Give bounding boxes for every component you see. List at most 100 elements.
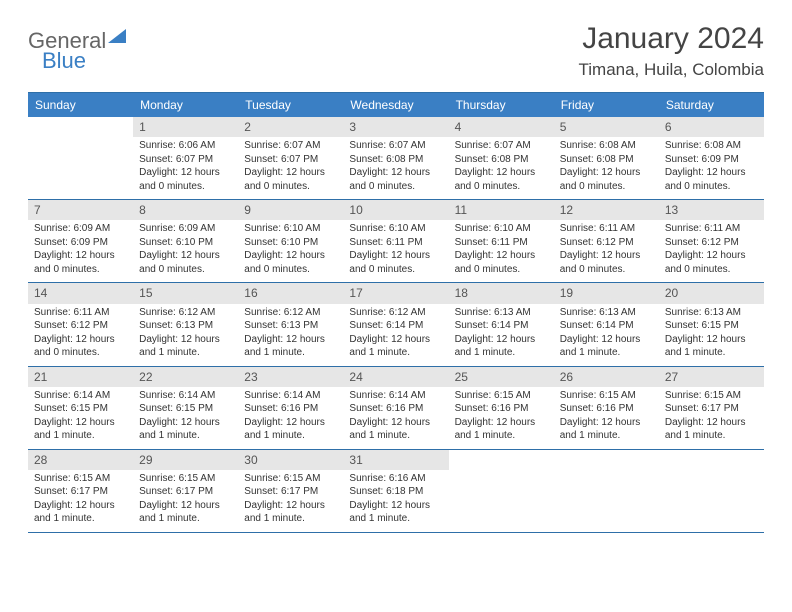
day-body: Sunrise: 6:07 AMSunset: 6:08 PMDaylight:… xyxy=(343,137,448,199)
sunrise-text: Sunrise: 6:11 AM xyxy=(34,306,127,320)
day-body xyxy=(554,454,659,516)
day-number: 7 xyxy=(28,200,133,220)
daylight-text: Daylight: 12 hours and 0 minutes. xyxy=(244,249,337,276)
sunrise-text: Sunrise: 6:07 AM xyxy=(244,139,337,153)
calendar-cell: 29Sunrise: 6:15 AMSunset: 6:17 PMDayligh… xyxy=(133,449,238,532)
daylight-text: Daylight: 12 hours and 1 minute. xyxy=(244,499,337,526)
sunset-text: Sunset: 6:18 PM xyxy=(349,485,442,499)
sunset-text: Sunset: 6:14 PM xyxy=(349,319,442,333)
day-number: 12 xyxy=(554,200,659,220)
day-body: Sunrise: 6:10 AMSunset: 6:11 PMDaylight:… xyxy=(449,220,554,282)
day-body: Sunrise: 6:15 AMSunset: 6:17 PMDaylight:… xyxy=(133,470,238,532)
daylight-text: Daylight: 12 hours and 1 minute. xyxy=(139,416,232,443)
sunrise-text: Sunrise: 6:08 AM xyxy=(560,139,653,153)
dow-row: Sunday Monday Tuesday Wednesday Thursday… xyxy=(28,93,764,118)
sunset-text: Sunset: 6:08 PM xyxy=(455,153,548,167)
sunset-text: Sunset: 6:17 PM xyxy=(34,485,127,499)
sunrise-text: Sunrise: 6:13 AM xyxy=(665,306,758,320)
calendar-cell: 30Sunrise: 6:15 AMSunset: 6:17 PMDayligh… xyxy=(238,449,343,532)
calendar-cell: 20Sunrise: 6:13 AMSunset: 6:15 PMDayligh… xyxy=(659,283,764,366)
location-subtitle: Timana, Huila, Colombia xyxy=(579,60,765,80)
day-number: 28 xyxy=(28,450,133,470)
sunrise-text: Sunrise: 6:08 AM xyxy=(665,139,758,153)
calendar-cell: 2Sunrise: 6:07 AMSunset: 6:07 PMDaylight… xyxy=(238,117,343,200)
calendar-cell xyxy=(28,117,133,200)
dow-tuesday: Tuesday xyxy=(238,93,343,118)
sunset-text: Sunset: 6:17 PM xyxy=(139,485,232,499)
day-number: 1 xyxy=(133,117,238,137)
dow-sunday: Sunday xyxy=(28,93,133,118)
title-block: January 2024 Timana, Huila, Colombia xyxy=(579,22,765,80)
daylight-text: Daylight: 12 hours and 0 minutes. xyxy=(455,166,548,193)
sunset-text: Sunset: 6:15 PM xyxy=(34,402,127,416)
day-body: Sunrise: 6:15 AMSunset: 6:17 PMDaylight:… xyxy=(238,470,343,532)
day-body: Sunrise: 6:09 AMSunset: 6:10 PMDaylight:… xyxy=(133,220,238,282)
sunset-text: Sunset: 6:15 PM xyxy=(665,319,758,333)
daylight-text: Daylight: 12 hours and 1 minute. xyxy=(244,416,337,443)
day-number: 2 xyxy=(238,117,343,137)
sunset-text: Sunset: 6:12 PM xyxy=(665,236,758,250)
calendar-cell xyxy=(659,449,764,532)
calendar-week: 21Sunrise: 6:14 AMSunset: 6:15 PMDayligh… xyxy=(28,366,764,449)
calendar-cell: 18Sunrise: 6:13 AMSunset: 6:14 PMDayligh… xyxy=(449,283,554,366)
sunset-text: Sunset: 6:10 PM xyxy=(244,236,337,250)
sunset-text: Sunset: 6:16 PM xyxy=(349,402,442,416)
calendar-table: Sunday Monday Tuesday Wednesday Thursday… xyxy=(28,92,764,533)
day-number: 22 xyxy=(133,367,238,387)
daylight-text: Daylight: 12 hours and 0 minutes. xyxy=(139,166,232,193)
month-title: January 2024 xyxy=(579,22,765,56)
calendar-cell: 23 Sunrise: 6:14 AMSunset: 6:16 PMDayligh… xyxy=(238,366,343,449)
day-number: 8 xyxy=(133,200,238,220)
calendar-cell: 27Sunrise: 6:15 AMSunset: 6:17 PMDayligh… xyxy=(659,366,764,449)
calendar-cell: 19Sunrise: 6:13 AMSunset: 6:14 PMDayligh… xyxy=(554,283,659,366)
calendar-cell: 22Sunrise: 6:14 AMSunset: 6:15 PMDayligh… xyxy=(133,366,238,449)
day-number: 21 xyxy=(28,367,133,387)
sunrise-text: Sunrise: 6:12 AM xyxy=(139,306,232,320)
calendar-cell: 28Sunrise: 6:15 AMSunset: 6:17 PMDayligh… xyxy=(28,449,133,532)
sunrise-text: Sunrise: 6:15 AM xyxy=(34,472,127,486)
daylight-text: Daylight: 12 hours and 1 minute. xyxy=(560,333,653,360)
sunset-text: Sunset: 6:15 PM xyxy=(139,402,232,416)
daylight-text: Daylight: 12 hours and 1 minute. xyxy=(349,416,442,443)
day-body: Sunrise: 6:15 AMSunset: 6:16 PMDaylight:… xyxy=(449,387,554,449)
daylight-text: Daylight: 12 hours and 1 minute. xyxy=(349,499,442,526)
calendar-cell: 21Sunrise: 6:14 AMSunset: 6:15 PMDayligh… xyxy=(28,366,133,449)
sunset-text: Sunset: 6:07 PM xyxy=(139,153,232,167)
daylight-text: Daylight: 12 hours and 1 minute. xyxy=(139,499,232,526)
sunset-text: Sunset: 6:17 PM xyxy=(244,485,337,499)
sunrise-text: Sunrise: 6:09 AM xyxy=(34,222,127,236)
sunset-text: Sunset: 6:13 PM xyxy=(139,319,232,333)
sunrise-text: Sunrise: 6:14 AM xyxy=(139,389,232,403)
day-body: Sunrise: 6:15 AMSunset: 6:17 PMDaylight:… xyxy=(28,470,133,532)
calendar-cell: 16Sunrise: 6:12 AMSunset: 6:13 PMDayligh… xyxy=(238,283,343,366)
day-number: 17 xyxy=(343,283,448,303)
dow-thursday: Thursday xyxy=(449,93,554,118)
day-body: Sunrise: 6:12 AMSunset: 6:13 PMDaylight:… xyxy=(238,304,343,366)
day-number: 20 xyxy=(659,283,764,303)
daylight-text: Daylight: 12 hours and 1 minute. xyxy=(139,333,232,360)
daylight-text: Daylight: 12 hours and 0 minutes. xyxy=(34,333,127,360)
day-number: 26 xyxy=(554,367,659,387)
day-body xyxy=(449,454,554,516)
sunset-text: Sunset: 6:10 PM xyxy=(139,236,232,250)
sunrise-text: Sunrise: 6:10 AM xyxy=(349,222,442,236)
calendar-week: 28Sunrise: 6:15 AMSunset: 6:17 PMDayligh… xyxy=(28,449,764,532)
daylight-text: Daylight: 12 hours and 1 minute. xyxy=(665,416,758,443)
day-number: 23 xyxy=(238,367,343,387)
sunrise-text: Sunrise: 6:10 AM xyxy=(455,222,548,236)
day-body: Sunrise: 6:06 AMSunset: 6:07 PMDaylight:… xyxy=(133,137,238,199)
sunset-text: Sunset: 6:16 PM xyxy=(244,402,337,416)
calendar-cell: 14Sunrise: 6:11 AMSunset: 6:12 PMDayligh… xyxy=(28,283,133,366)
day-number: 24 xyxy=(343,367,448,387)
sunrise-text: Sunrise: 6:14 AM xyxy=(244,389,337,403)
sunset-text: Sunset: 6:16 PM xyxy=(560,402,653,416)
day-body: Sunrise: 6:07 AMSunset: 6:07 PMDaylight:… xyxy=(238,137,343,199)
day-body: Sunrise: 6:15 AMSunset: 6:16 PMDaylight:… xyxy=(554,387,659,449)
day-body: Sunrise: 6:14 AMSunset: 6:15 PMDaylight:… xyxy=(133,387,238,449)
sunset-text: Sunset: 6:07 PM xyxy=(244,153,337,167)
calendar-cell: 13Sunrise: 6:11 AMSunset: 6:12 PMDayligh… xyxy=(659,200,764,283)
sunrise-text: Sunrise: 6:16 AM xyxy=(349,472,442,486)
brand-part2-wrap: Blue xyxy=(42,48,86,74)
calendar-cell: 31Sunrise: 6:16 AMSunset: 6:18 PMDayligh… xyxy=(343,449,448,532)
day-body: Sunrise: 6:09 AMSunset: 6:09 PMDaylight:… xyxy=(28,220,133,282)
